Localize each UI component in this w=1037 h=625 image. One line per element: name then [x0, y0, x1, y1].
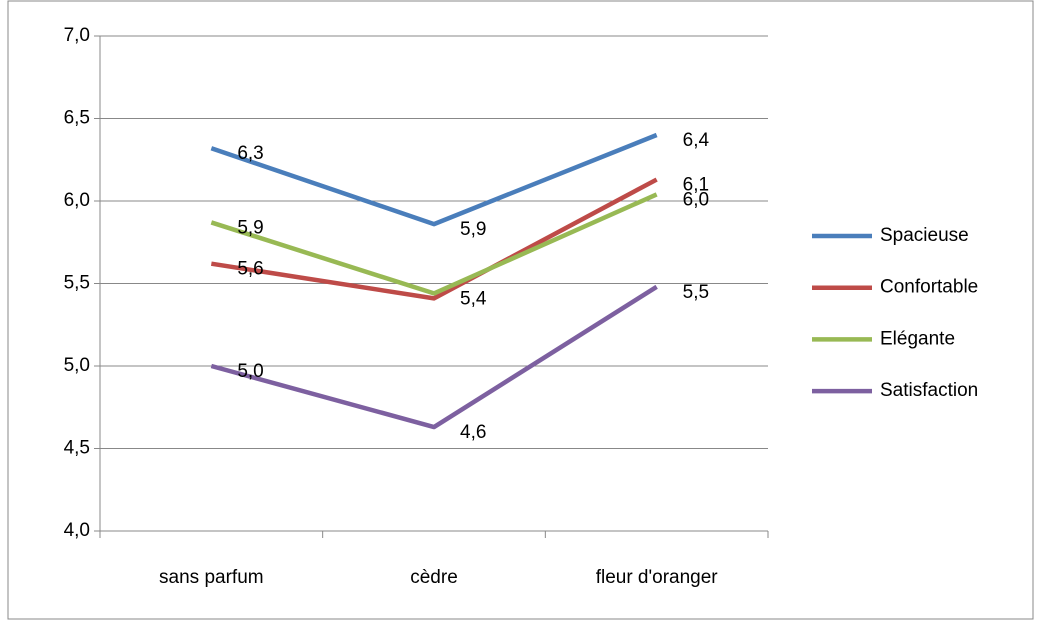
y-tick-label: 4,0 — [64, 520, 90, 541]
series-line — [210, 192, 658, 296]
y-tick-label: 7,0 — [64, 25, 90, 46]
data-label: 5,9 — [237, 217, 263, 238]
data-label: 6,0 — [683, 189, 709, 210]
data-label: 5,5 — [683, 282, 709, 303]
legend-label: Spacieuse — [880, 225, 969, 246]
data-label: 5,6 — [237, 259, 263, 280]
x-tick-label: fleur d'oranger — [596, 567, 719, 588]
data-label: 5,9 — [460, 219, 486, 240]
y-tick-label: 4,5 — [64, 438, 90, 459]
x-tick-label: cèdre — [410, 567, 458, 588]
data-label: 5,0 — [237, 361, 263, 382]
x-tick-label: sans parfum — [159, 567, 264, 588]
y-tick-label: 6,0 — [64, 190, 90, 211]
legend-label: Satisfaction — [880, 380, 978, 401]
y-tick-label: 5,5 — [64, 273, 90, 294]
series-line — [210, 177, 658, 301]
y-tick-label: 6,5 — [64, 108, 90, 129]
data-label: 4,6 — [460, 422, 486, 443]
data-label: 5,4 — [460, 288, 487, 309]
data-label: 6,1 — [683, 175, 709, 196]
chart-border — [7, 0, 1034, 620]
series-line — [210, 132, 658, 227]
y-tick-label: 5,0 — [64, 355, 90, 376]
data-label: 6,3 — [237, 143, 263, 164]
legend-label: Elégante — [880, 328, 955, 349]
legend-label: Confortable — [880, 277, 978, 298]
series-line — [210, 284, 658, 430]
data-label: 6,4 — [683, 130, 710, 151]
